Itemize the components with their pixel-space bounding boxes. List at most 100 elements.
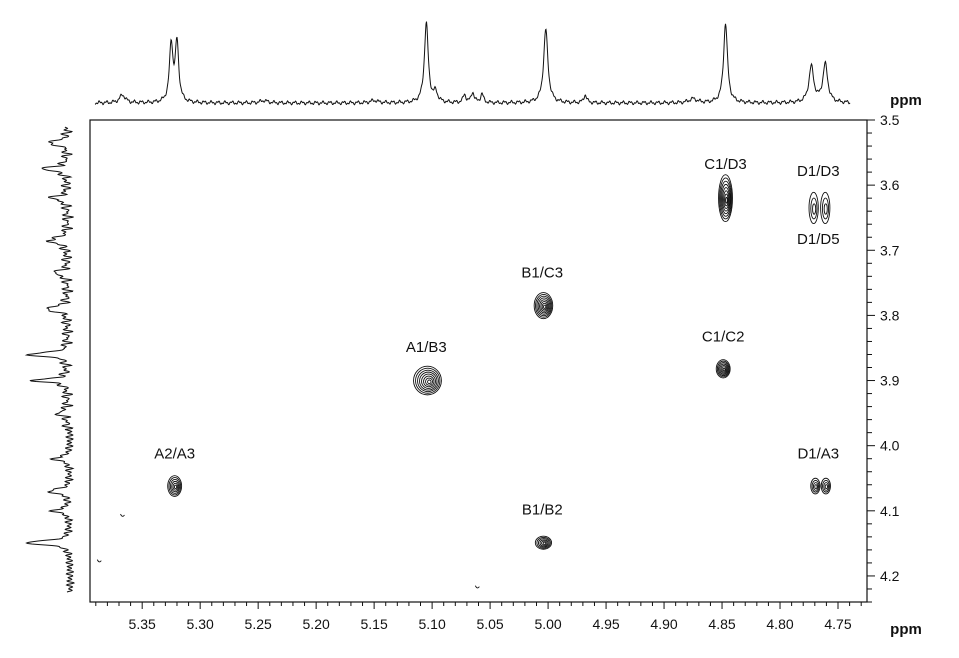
left-projection-spectrum bbox=[24, 126, 76, 593]
contour-ring bbox=[824, 484, 828, 490]
contour-ring bbox=[814, 484, 818, 490]
contour-ring bbox=[535, 293, 553, 318]
contour-ring bbox=[810, 477, 821, 495]
contour-ring bbox=[721, 183, 731, 215]
contour-ring bbox=[723, 190, 730, 209]
x-tick-label: 5.25 bbox=[245, 616, 272, 632]
x-tick-label: 4.95 bbox=[592, 616, 619, 632]
peak-label: D1/D5 bbox=[797, 231, 840, 248]
contour-ring bbox=[536, 295, 552, 317]
contour-ring bbox=[539, 539, 549, 547]
peak-label: C1/D3 bbox=[704, 156, 747, 173]
contour-peak bbox=[715, 359, 731, 379]
contour-ring bbox=[540, 301, 549, 312]
contour-peak bbox=[820, 477, 831, 495]
contour-ring bbox=[168, 477, 182, 496]
noise-artifact bbox=[120, 513, 125, 517]
noise-artifact bbox=[474, 585, 480, 589]
contour-ring bbox=[533, 292, 554, 320]
contour-ring bbox=[823, 203, 828, 215]
contour-ring bbox=[821, 197, 830, 220]
contour-peak bbox=[820, 191, 831, 225]
y-tick-label: 3.8 bbox=[880, 307, 900, 323]
contour-peak bbox=[167, 475, 183, 497]
contour-peak bbox=[808, 191, 819, 225]
contour-ring bbox=[172, 482, 179, 491]
contour-ring bbox=[415, 367, 441, 394]
peak-label: A1/B3 bbox=[406, 339, 447, 356]
contour-ring bbox=[722, 187, 730, 212]
noise-artifacts bbox=[96, 513, 480, 589]
contour-ring bbox=[534, 535, 553, 550]
contour-ring bbox=[413, 365, 442, 396]
y-tick-label: 4.1 bbox=[880, 503, 900, 519]
contour-ring bbox=[715, 359, 731, 379]
contour-ring bbox=[169, 479, 181, 494]
x-tick-label: 5.35 bbox=[129, 616, 156, 632]
contour-ring bbox=[720, 180, 732, 217]
contour-ring bbox=[536, 536, 551, 549]
contour-ring bbox=[537, 538, 550, 548]
contour-ring bbox=[724, 193, 729, 207]
y-tick-label: 3.9 bbox=[880, 373, 900, 389]
contour-ring bbox=[541, 302, 548, 311]
contour-peak bbox=[718, 174, 733, 223]
contour-ring bbox=[720, 364, 728, 374]
peak-label: A2/A3 bbox=[154, 446, 195, 463]
contour-ring bbox=[810, 197, 818, 220]
contour-ring bbox=[173, 484, 178, 490]
contour-ring bbox=[542, 541, 547, 545]
contour-ring bbox=[419, 371, 438, 391]
contour-ring bbox=[719, 363, 729, 375]
contour-ring bbox=[539, 299, 550, 314]
peak-label: D1/A3 bbox=[797, 446, 839, 463]
contour-ring bbox=[171, 480, 180, 493]
contour-ring bbox=[541, 540, 548, 546]
contour-ring bbox=[812, 203, 817, 215]
x-tick-label: 5.15 bbox=[361, 616, 388, 632]
contour-ring bbox=[721, 366, 727, 373]
x-tick-label: 4.80 bbox=[766, 616, 793, 632]
contour-ring bbox=[427, 379, 432, 385]
y-tick-label: 3.7 bbox=[880, 242, 900, 258]
x-tick-label: 4.75 bbox=[824, 616, 851, 632]
top-projection-trace bbox=[94, 21, 851, 106]
contour-ring bbox=[722, 367, 726, 372]
contour-ring bbox=[423, 375, 435, 388]
contour-ring bbox=[822, 479, 830, 493]
x-tick-label: 5.20 bbox=[303, 616, 330, 632]
contour-ring bbox=[811, 479, 820, 493]
left-projection-trace bbox=[24, 126, 76, 593]
contour-ring bbox=[719, 177, 733, 220]
contour-ring bbox=[718, 362, 729, 377]
peak-label: B1/C3 bbox=[521, 265, 563, 282]
y-axis-ticks: 3.5 3.6 3.7 3.8 3.9 4.0 4.1 4.2 bbox=[867, 112, 900, 603]
x-axis-ticks: 5.35 5.30 5.25 5.20 5.15 5.10 5.05 5.00 4.95 4.90… bbox=[95, 602, 862, 632]
contour-peak bbox=[413, 365, 442, 396]
y-axis-unit-label: ppm bbox=[890, 92, 922, 109]
y-tick-label: 4.2 bbox=[880, 568, 900, 584]
contour-peak bbox=[810, 477, 821, 495]
contour-ring bbox=[823, 482, 829, 491]
contour-ring bbox=[820, 191, 831, 225]
peak-label: D1/D3 bbox=[797, 163, 840, 180]
x-tick-label: 4.85 bbox=[708, 616, 735, 632]
y-tick-label: 3.5 bbox=[880, 112, 900, 128]
contour-ring bbox=[808, 191, 819, 225]
x-tick-label: 5.30 bbox=[187, 616, 214, 632]
peak-label: B1/B2 bbox=[522, 502, 563, 519]
contour-ring bbox=[716, 360, 730, 378]
noise-artifact bbox=[96, 559, 102, 563]
contour-ring bbox=[167, 475, 183, 497]
contour-ring bbox=[718, 174, 733, 223]
contour-ring bbox=[537, 297, 551, 315]
x-tick-label: 5.00 bbox=[534, 616, 561, 632]
y-tick-label: 4.0 bbox=[880, 438, 900, 454]
contour-ring bbox=[812, 482, 819, 491]
contour-ring bbox=[543, 304, 547, 309]
peak-label: C1/C2 bbox=[702, 328, 745, 345]
top-projection-spectrum bbox=[94, 21, 851, 106]
x-tick-label: 4.90 bbox=[650, 616, 677, 632]
y-tick-label: 3.6 bbox=[880, 177, 900, 193]
contour-ring bbox=[425, 377, 433, 386]
